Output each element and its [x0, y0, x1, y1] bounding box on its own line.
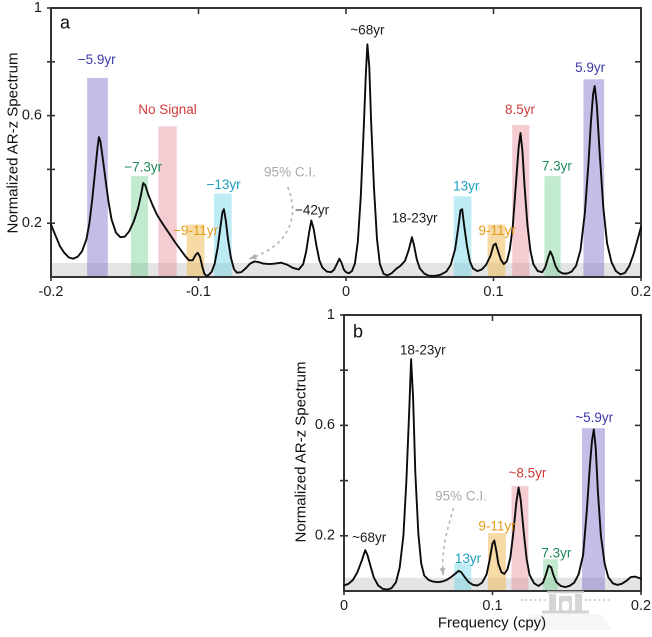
x-tick-label: -0.2 [39, 284, 64, 300]
peak-label: 13yr [455, 551, 482, 566]
peak-label: 9-11yr [478, 519, 516, 534]
highlight-band [130, 176, 149, 277]
peak-label: 5.9yr [575, 60, 606, 75]
peak-label: −7.3yr [124, 160, 162, 175]
spectrum-curve [343, 358, 642, 591]
highlight-band [582, 428, 605, 591]
watermark-arch [562, 601, 569, 611]
x-tick-label: -0.1 [186, 284, 211, 300]
y-tick-label: 0.2 [22, 215, 42, 231]
peak-label: 7.3yr [542, 158, 573, 173]
panel-b: 1 0.6 0.2 0 0.1 0.2 13yr 9-11yr ~8.5yr 7.3yr ~5.9y… [315, 307, 651, 614]
highlight-band [453, 196, 472, 277]
highlight-band [454, 563, 472, 591]
peak-label: ~68yr [352, 530, 387, 545]
highlight-band [158, 126, 177, 277]
highlight-band [487, 224, 506, 277]
peak-label: 18-23yr [392, 211, 438, 226]
x-tick-label: 0 [340, 598, 348, 614]
x-tick-label: 0.1 [483, 284, 503, 300]
peak-label: 18-23yr [400, 342, 446, 357]
peak-label: 8.5yr [505, 102, 536, 117]
x-tick-label: 0.2 [631, 284, 651, 300]
peak-label: 13yr [453, 178, 480, 193]
x-tick-label: 0 [342, 284, 350, 300]
x-tick-label: 0.1 [482, 598, 502, 614]
ci-arrow [441, 507, 455, 576]
x-tick-label: 0.2 [631, 598, 651, 614]
spectrum-curve [50, 43, 642, 277]
watermark-pillar [549, 594, 556, 611]
peak-label: −9-11yr [173, 223, 219, 238]
ci-arrowhead [249, 253, 257, 260]
ci-arrowhead [439, 567, 446, 575]
panel-a: 1 0.6 0.2 -0.2 -0.1 0 0.1 0.2 −5.9yr No Signal −7.… [22, 0, 651, 300]
peak-label: No Signal [138, 102, 197, 117]
peak-label: ~8.5yr [508, 466, 546, 481]
ci-arrow [249, 186, 294, 260]
highlight-band [213, 193, 232, 277]
watermark-shadow [519, 614, 612, 630]
y-axis-label-panel-b: Normalized AR-z Spectrum [292, 361, 310, 543]
y-tick-label: 0.6 [22, 107, 42, 123]
panel-letter-b: b [352, 321, 364, 342]
highlight-band [542, 559, 558, 591]
x-axis-label: Frequency (cpy) [437, 614, 547, 632]
highlight-band [186, 224, 205, 277]
panel-letter-a: a [59, 12, 71, 33]
highlight-band [544, 176, 561, 277]
y-axis-label-panel-a: Normalized AR-z Spectrum [4, 52, 22, 234]
peak-label: 95% C.I. [435, 489, 487, 504]
publisher-logo-watermark [519, 590, 612, 630]
peak-label: ~5.9yr [575, 410, 613, 425]
peak-label: 95% C.I. [264, 165, 316, 180]
y-tick-label: 0.2 [315, 528, 335, 544]
highlight-band [512, 125, 530, 277]
y-tick-label: 0.6 [315, 417, 335, 433]
highlight-band [87, 77, 108, 277]
highlight-band [488, 533, 506, 591]
peak-label: 9-11yr [479, 223, 517, 238]
peak-label: −5.9yr [78, 52, 116, 67]
peak-label: 7.3yr [541, 546, 572, 561]
watermark-pillar [575, 594, 582, 611]
peak-label: −42yr [295, 203, 330, 218]
y-tick-label: 1 [327, 307, 335, 323]
peak-label: −13yr [206, 177, 241, 192]
y-tick-label: 1 [34, 0, 42, 16]
peak-label: ~68yr [350, 22, 385, 37]
